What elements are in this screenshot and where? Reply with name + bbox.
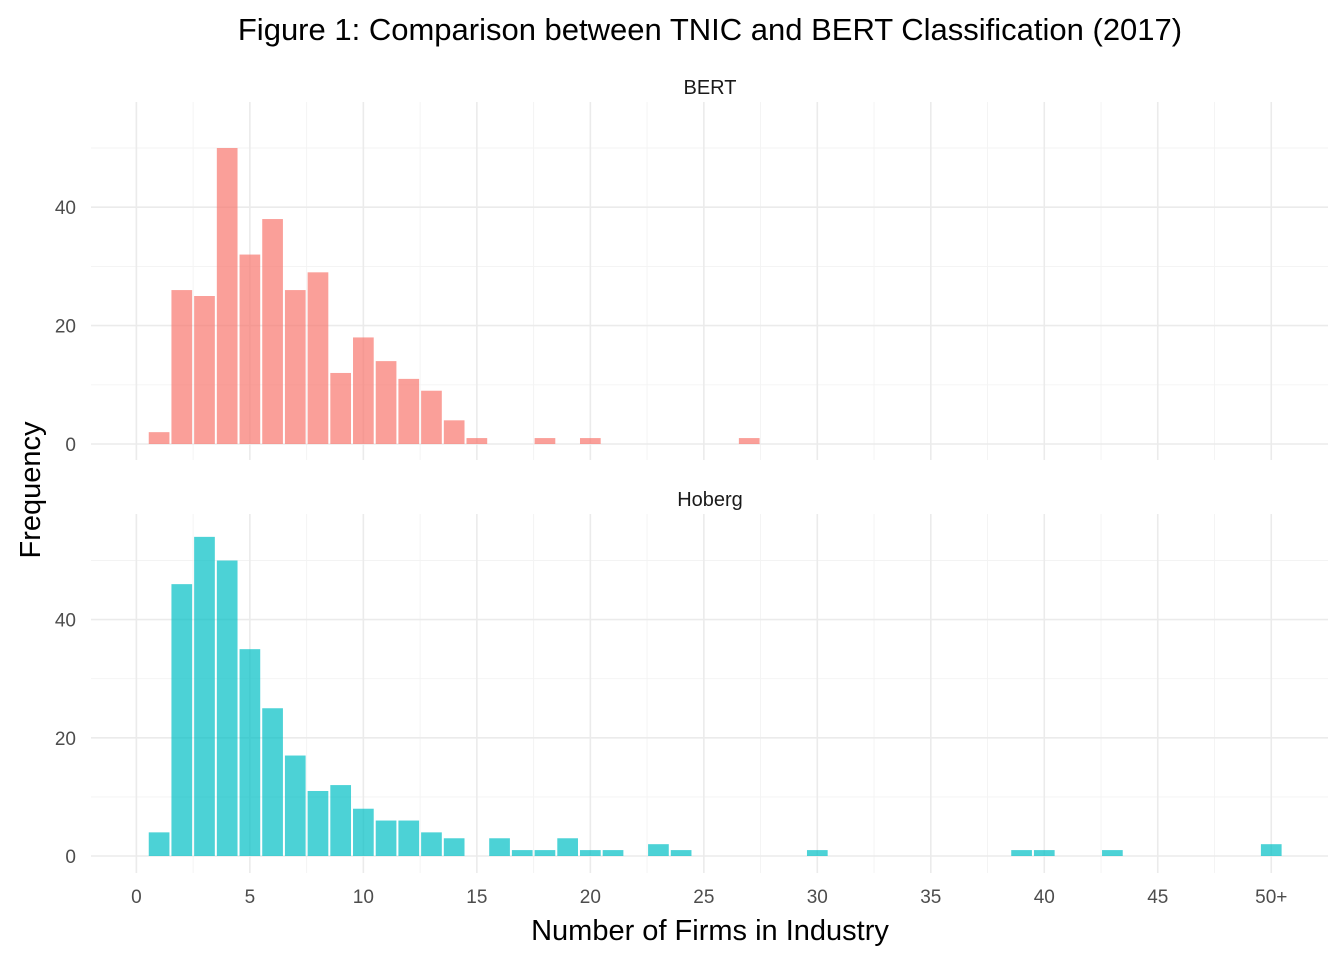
histogram-bar	[375, 361, 397, 444]
x-tick-label: 15	[466, 887, 487, 908]
histogram-bar	[557, 838, 578, 856]
histogram-bar	[307, 790, 329, 856]
histogram-bar	[466, 438, 488, 444]
histogram-bar	[1260, 844, 1282, 856]
histogram-bar	[239, 649, 261, 856]
histogram-bar	[375, 820, 397, 856]
histogram-bar	[353, 808, 374, 856]
x-tick-label: 20	[580, 887, 601, 908]
x-tick-label: 5	[245, 887, 256, 908]
histogram-bar	[534, 850, 556, 856]
histogram-bar	[738, 438, 760, 444]
histogram-bar	[398, 820, 420, 856]
histogram-bar	[534, 438, 556, 444]
histogram-bar	[670, 850, 692, 856]
y-tick-label: 0	[65, 435, 76, 456]
facet-bert: BERT 0 20 40	[55, 77, 1328, 460]
histogram-bar	[330, 785, 352, 856]
x-tick-label: 25	[693, 887, 714, 908]
histogram-bar	[353, 337, 374, 444]
histogram-bar	[421, 390, 442, 444]
histogram-bar	[511, 850, 533, 856]
chart-title: Figure 1: Comparison between TNIC and BE…	[238, 12, 1182, 47]
histogram-bar	[579, 438, 601, 444]
histogram-bar	[148, 832, 170, 856]
y-tick-label: 20	[55, 317, 76, 338]
histogram-bar	[806, 850, 828, 856]
x-tick-label: 50+	[1255, 887, 1287, 908]
histogram-bar	[194, 536, 215, 856]
histogram-bar	[443, 420, 465, 444]
histogram-bar	[602, 850, 624, 856]
histogram-bar	[194, 296, 215, 444]
histogram-bar	[489, 838, 510, 856]
x-tick-label: 10	[353, 887, 374, 908]
histogram-bar	[262, 708, 283, 856]
histogram-bar	[171, 290, 193, 444]
x-tick-label: 45	[1147, 887, 1168, 908]
facet-label: BERT	[684, 77, 737, 99]
histogram-bar	[171, 584, 193, 856]
histogram-bar	[421, 832, 442, 856]
histogram-bar	[1102, 850, 1123, 856]
histogram-bar	[216, 148, 238, 444]
x-tick-label: 30	[807, 887, 828, 908]
histogram-bar	[307, 272, 329, 444]
x-tick-label: 40	[1034, 887, 1055, 908]
y-tick-label: 40	[55, 611, 76, 632]
x-tick-label: 0	[131, 887, 142, 908]
y-axis-title: Frequency	[15, 421, 47, 559]
histogram-bar	[284, 290, 306, 444]
histogram-bar	[1011, 850, 1032, 856]
facet-label: Hoberg	[677, 489, 743, 511]
histogram-bar	[148, 432, 170, 444]
histogram-bar	[330, 372, 352, 444]
y-tick-label: 20	[55, 729, 76, 750]
y-tick-label: 40	[55, 198, 76, 219]
histogram-bar	[216, 560, 238, 856]
histogram-bar	[398, 378, 420, 444]
histogram-bar	[239, 254, 261, 444]
histogram-bar	[262, 219, 283, 444]
histogram-bar	[579, 850, 601, 856]
y-tick-label: 0	[65, 847, 76, 868]
x-tick-label: 35	[920, 887, 941, 908]
facet-hoberg: Hoberg 0 20 40	[55, 489, 1328, 873]
histogram-bar	[648, 844, 669, 856]
facet-panels: BERT 0 20 40 Hoberg 0 20 40	[55, 77, 1328, 873]
x-axis-title: Number of Firms in Industry	[531, 915, 889, 947]
histogram-bar	[1033, 850, 1055, 856]
x-axis-ticks: 0 5 10 15 20 25 30 35 40 45 50+	[131, 887, 1287, 908]
histogram-bar	[284, 755, 306, 856]
histogram-bar	[443, 838, 465, 856]
